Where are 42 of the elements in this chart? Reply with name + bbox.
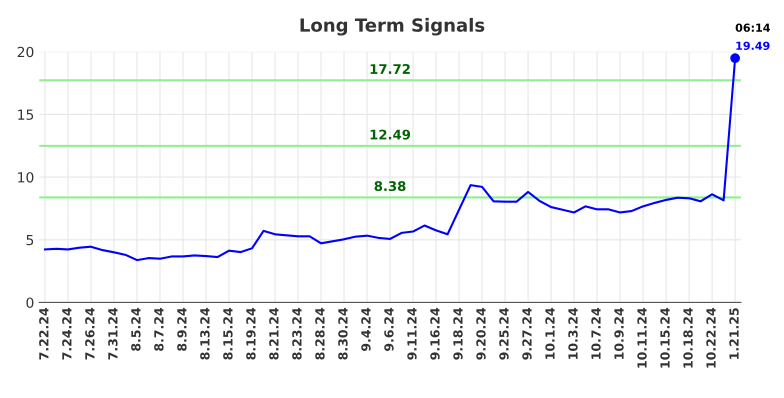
y-tick-label: 15 [18,110,34,120]
x-tick-label: 10.9.24 [614,308,624,359]
x-tick-label: 8.21.24 [269,308,279,360]
x-tick-label: 10.15.24 [660,308,670,368]
x-tick-label: 10.7.24 [591,308,601,359]
x-tick-label: 9.20.24 [476,308,486,360]
x-tick-label: 8.23.24 [292,308,302,360]
x-tick-label: 9.25.24 [499,308,509,360]
x-tick-label: 8.9.24 [177,308,187,351]
annotation: 19.49 [736,42,770,50]
x-tick-label: 7.26.24 [85,308,95,360]
ref-line-label: 8.38 [374,181,406,192]
x-tick-label: 8.28.24 [315,308,325,360]
x-tick-label: 9.6.24 [384,308,394,351]
x-tick-label: 9.18.24 [453,308,463,360]
ref-line-label: 17.72 [370,64,410,74]
x-tick-label: 7.24.24 [62,308,72,360]
x-tick-label: 9.16.24 [430,308,440,360]
x-tick-label: 8.30.24 [338,308,348,360]
x-tick-label: 8.7.24 [154,308,164,351]
x-tick-label: 9.27.24 [522,308,532,360]
x-tick-label: 7.31.24 [108,308,118,360]
ref-line-label: 12.49 [370,130,410,140]
x-tick-label: 1.21.25 [729,308,739,359]
chart-title: Long Term Signals [300,18,484,36]
x-tick-label: 9.4.24 [361,308,371,351]
x-tick-label: 10.3.24 [568,308,578,359]
x-tick-label: 9.11.24 [407,308,417,360]
y-tick-label: 20 [18,46,34,58]
x-tick-label: 8.15.24 [223,308,233,360]
annotation: 06:14 [736,24,770,32]
x-tick-label: 10.11.24 [637,308,647,368]
y-tick-label: 5 [26,234,34,246]
y-tick-label: 0 [26,297,34,308]
x-tick-label: 7.22.24 [39,308,48,360]
x-tick-label: 10.22.24 [706,308,716,368]
x-tick-label: 8.5.24 [131,308,141,351]
x-tick-label: 8.19.24 [246,308,256,360]
x-tick-label: 10.18.24 [683,308,693,368]
x-tick-label: 8.13.24 [200,308,210,360]
x-tick-label: 10.1.24 [545,308,555,359]
y-tick-label: 10 [18,172,34,183]
